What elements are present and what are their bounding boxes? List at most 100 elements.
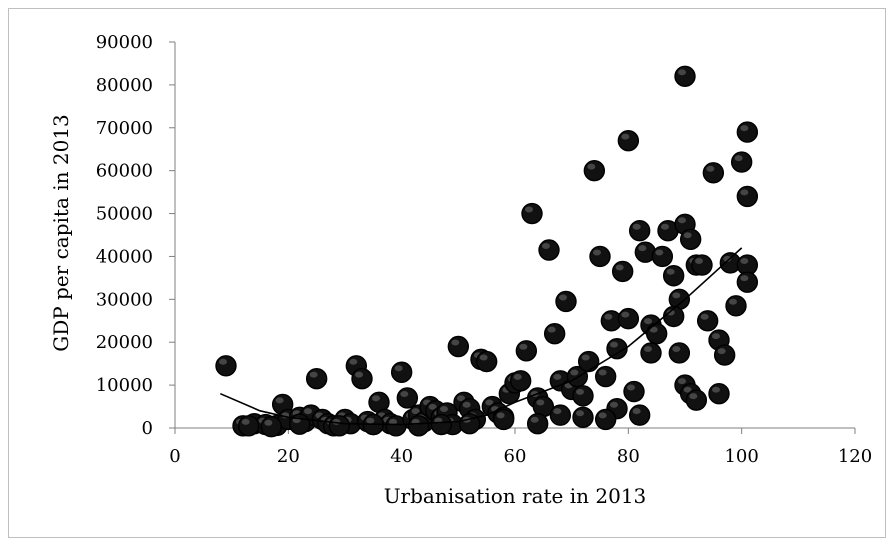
data-point: [691, 254, 713, 276]
data-point-highlight: [462, 401, 471, 408]
data-point-highlight: [593, 249, 601, 256]
data-point-highlight: [553, 408, 562, 415]
data-point-highlight: [366, 417, 375, 424]
data-point-highlight: [451, 339, 460, 346]
x-tick-label: 120: [838, 446, 872, 467]
data-point-highlight: [598, 369, 607, 376]
data-point: [645, 322, 668, 345]
y-tick-label: 80000: [96, 75, 153, 96]
data-point-highlight: [683, 386, 692, 393]
data-point-highlight: [553, 373, 562, 380]
data-point: [475, 350, 498, 373]
data-point: [674, 65, 696, 88]
data-point: [617, 307, 640, 330]
data-point: [543, 322, 566, 345]
data-point: [679, 228, 702, 250]
data-point-highlight: [632, 223, 641, 230]
data-point-highlight: [219, 358, 227, 365]
data-point-highlight: [598, 412, 607, 419]
data-point-highlight: [661, 223, 669, 230]
data-point-highlight: [678, 378, 686, 385]
y-tick-label: 60000: [96, 161, 153, 182]
data-point: [606, 337, 628, 360]
data-point-highlight: [678, 69, 686, 76]
data-point-highlight: [649, 326, 658, 333]
data-point-highlight: [695, 258, 703, 265]
x-axis-title: Urbanisation rate in 2013: [384, 484, 647, 508]
data-point: [447, 335, 470, 358]
data-point: [628, 404, 651, 426]
data-point-highlight: [394, 365, 403, 372]
data-point-highlight: [723, 255, 732, 262]
data-point-highlight: [621, 133, 630, 140]
data-point: [509, 370, 532, 392]
data-point-highlight: [672, 292, 681, 299]
data-point: [730, 151, 753, 173]
data-point-highlight: [389, 418, 397, 425]
y-tick-label: 30000: [96, 289, 153, 310]
y-tick-label: 90000: [96, 32, 153, 53]
data-point: [685, 389, 708, 411]
data-point-highlight: [610, 341, 618, 348]
data-point: [708, 382, 730, 405]
data-point-highlight: [689, 393, 698, 400]
data-point: [736, 271, 759, 293]
data-point: [555, 290, 577, 313]
data-point-highlight: [706, 165, 715, 172]
data-point: [668, 342, 691, 364]
data-point: [515, 340, 538, 362]
data-point: [736, 121, 759, 143]
data-point-highlight: [457, 395, 465, 402]
data-point-highlight: [615, 264, 624, 271]
data-point-highlight: [729, 298, 737, 305]
data-point-highlight: [604, 313, 613, 320]
data-point-highlight: [621, 311, 630, 318]
data-point-highlight: [700, 313, 709, 320]
y-tick-label: 50000: [96, 204, 153, 225]
y-axis-title: GDP per capita in 2013: [49, 114, 73, 352]
data-point-highlight: [536, 399, 545, 406]
x-tick-label: 100: [724, 446, 758, 467]
data-point: [662, 265, 685, 287]
y-tick-label: 70000: [96, 118, 153, 139]
y-tick-label: 40000: [96, 246, 153, 267]
y-axis-ticks: 0 10000 20000 30000 40000 50000 60000 70000 8000…: [96, 32, 175, 439]
data-point-highlight: [304, 408, 312, 415]
data-point-highlight: [542, 243, 550, 250]
data-point-highlight: [683, 232, 692, 239]
data-point-highlight: [610, 401, 618, 408]
data-point-highlight: [655, 249, 664, 256]
data-point: [572, 385, 594, 407]
data-point: [396, 387, 419, 409]
chart-frame: [8, 8, 886, 538]
data-point: [572, 406, 594, 428]
data-point: [260, 416, 283, 438]
data-point-highlight: [309, 371, 318, 378]
data-point: [589, 245, 611, 268]
data-point-highlight: [678, 217, 686, 224]
data-point-highlight: [712, 386, 720, 393]
data-point-highlight: [513, 373, 522, 380]
data-point-highlight: [740, 275, 749, 282]
data-point-highlight: [717, 348, 726, 355]
data-point-highlight: [740, 258, 749, 265]
trendline: [219, 247, 743, 426]
data-point: [594, 408, 617, 431]
data-point: [617, 129, 640, 152]
data-point: [736, 185, 759, 208]
data-point-highlight: [411, 408, 420, 415]
data-point-highlight: [547, 326, 556, 333]
data-point-highlight: [632, 408, 641, 415]
data-point-highlight: [355, 371, 363, 378]
data-point-highlight: [485, 399, 494, 406]
data-point: [713, 344, 736, 366]
data-point-highlight: [740, 125, 749, 132]
data-point: [305, 367, 328, 390]
data-point-highlight: [666, 309, 675, 316]
data-point-highlight: [587, 163, 596, 170]
data-points: [215, 65, 759, 438]
data-point-highlight: [275, 397, 284, 404]
data-point: [628, 220, 651, 242]
data-point-highlight: [627, 384, 635, 391]
